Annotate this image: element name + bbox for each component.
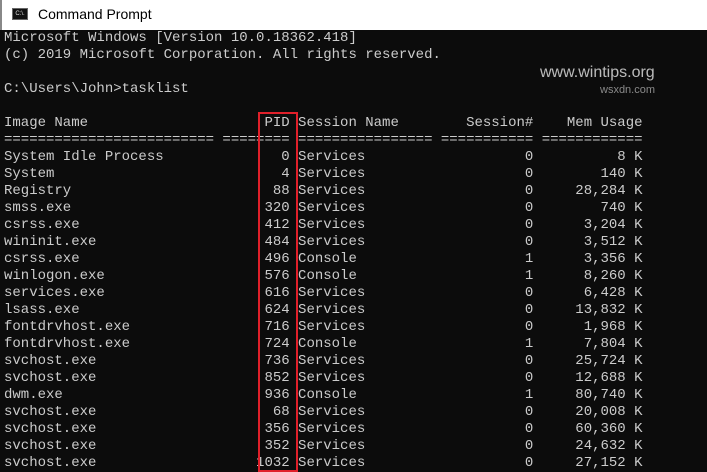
table-row: svchost.exe 68 Services 0 20,008 K	[4, 404, 643, 420]
table-row: svchost.exe 1032 Services 0 27,152 K	[4, 455, 643, 471]
table-separator: ========================= ======== =====…	[4, 132, 643, 148]
table-row: csrss.exe 496 Console 1 3,356 K	[4, 251, 643, 267]
table-row: fontdrvhost.exe 716 Services 0 1,968 K	[4, 319, 643, 335]
table-row: smss.exe 320 Services 0 740 K	[4, 200, 643, 216]
table-row: services.exe 616 Services 0 6,428 K	[4, 285, 643, 301]
window-title: Command Prompt	[38, 6, 152, 22]
table-row: csrss.exe 412 Services 0 3,204 K	[4, 217, 643, 233]
table-row: winlogon.exe 576 Console 1 8,260 K	[4, 268, 643, 284]
cmd-icon: C:\.	[12, 8, 28, 20]
table-row: System 4 Services 0 140 K	[4, 166, 643, 182]
blank-line	[4, 98, 643, 115]
title-bar: C:\. Command Prompt	[0, 0, 707, 30]
table-row: svchost.exe 852 Services 0 12,688 K	[4, 370, 643, 386]
table-row: svchost.exe 352 Services 0 24,632 K	[4, 438, 643, 454]
table-row: lsass.exe 624 Services 0 13,832 K	[4, 302, 643, 318]
table-row: wininit.exe 484 Services 0 3,512 K	[4, 234, 643, 250]
corner-watermark: wsxdn.com	[600, 84, 656, 96]
console-output[interactable]: Microsoft Windows [Version 10.0.18362.41…	[4, 30, 643, 472]
pid-highlight-box	[258, 112, 298, 472]
table-row: Registry 88 Services 0 28,284 K	[4, 183, 643, 199]
watermark: www.wintips.org	[540, 64, 655, 81]
table-header: Image Name PID Session Name Session# Mem…	[4, 115, 643, 131]
banner-line: (c) 2019 Microsoft Corporation. All righ…	[4, 47, 441, 63]
table-row: dwm.exe 936 Console 1 80,740 K	[4, 387, 643, 403]
banner-line: Microsoft Windows [Version 10.0.18362.41…	[4, 30, 357, 46]
table-row: svchost.exe 736 Services 0 25,724 K	[4, 353, 643, 369]
prompt-line: C:\Users\John>tasklist	[4, 81, 189, 97]
table-row: svchost.exe 356 Services 0 60,360 K	[4, 421, 643, 437]
table-row: System Idle Process 0 Services 0 8 K	[4, 149, 643, 165]
table-row: fontdrvhost.exe 724 Console 1 7,804 K	[4, 336, 643, 352]
